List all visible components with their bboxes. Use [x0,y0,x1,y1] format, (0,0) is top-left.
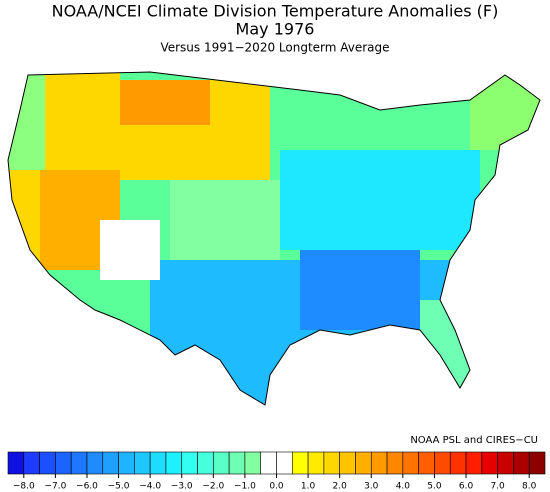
colorbar-box [276,451,293,475]
colorbar-box [7,451,25,475]
colorbar-box [39,451,56,475]
credit: NOAA PSL and CIRES−CU [410,435,538,446]
colorbar-tick-label: −2.0 [202,482,224,492]
period: May 1976 [236,20,315,39]
colorbar-tick-label: 4.0 [396,482,411,492]
colorbar-tick-label: 2.0 [333,482,348,492]
colorbar-box [197,451,214,475]
colorbar-box [118,451,135,475]
colorbar-tick-label: 8.0 [522,482,537,492]
colorbar-box [386,451,404,475]
colorbar-box [528,451,546,475]
colorbar-tick-label: −4.0 [139,482,161,492]
region-pacific-nw [8,72,45,170]
colorbar-box [323,451,340,475]
colorbar-box [355,451,372,475]
us-outline [7,71,541,406]
colorbar-tick-label: 3.0 [364,482,379,492]
colorbar-tick-label: −8.0 [13,482,35,492]
colorbar-box [149,451,167,475]
colorbar-box [244,451,262,475]
colorbar-tick-label: 7.0 [490,482,505,492]
colorbar-box [228,451,246,475]
colorbar-box [434,451,451,475]
colorbar-tick-label: 1.0 [301,482,316,492]
map [8,72,540,405]
region-rockies [170,180,280,260]
colorbar-box [260,451,277,475]
colorbar-box [497,451,514,475]
colorbar-tick-label: −6.0 [76,482,98,492]
colorbar-tick-label: −5.0 [108,482,130,492]
colorbar-box [165,451,183,475]
region-florida [420,300,480,405]
colorbar-tick-label: −7.0 [44,482,66,492]
region-deep-south [300,250,420,330]
colorbar-tick-label: 5.0 [427,482,442,492]
region-montana [120,80,210,125]
colorbar-box [55,451,72,475]
colorbar-tick-label: 0.0 [269,482,284,492]
colorbar-box [181,451,198,475]
colorbar-box [402,451,419,475]
colorbar-box [449,451,467,475]
colorbar-box [291,451,309,475]
title: NOAA/NCEI Climate Division Temperature A… [52,2,499,21]
colorbar-box [213,451,230,475]
colorbar-box [86,451,104,475]
colorbar-box [513,451,530,475]
colorbar-box [481,451,498,475]
colorbar-box [70,451,88,475]
colorbar-box [418,451,435,475]
colorbar-tick-label: 6.0 [459,482,474,492]
colorbar: −8.0 −7.0 −6.0 −5.0 −4.0 −3.0 −2.0 −1.0 0.0 1.0 2.… [7,451,546,492]
subtitle: Versus 1991−2020 Longterm Average [160,41,389,55]
colorbar-box [102,451,119,475]
colorbar-box [465,451,483,475]
colorbar-box [23,451,40,475]
colorbar-tick-label: −3.0 [171,482,193,492]
colorbar-box [307,451,325,475]
region-midwest [280,150,480,250]
colorbar-box [134,451,151,475]
colorbar-box [339,451,356,475]
colorbar-box [370,451,388,475]
colorbar-tick-label: −1.0 [234,482,256,492]
region-no-data [100,220,160,280]
